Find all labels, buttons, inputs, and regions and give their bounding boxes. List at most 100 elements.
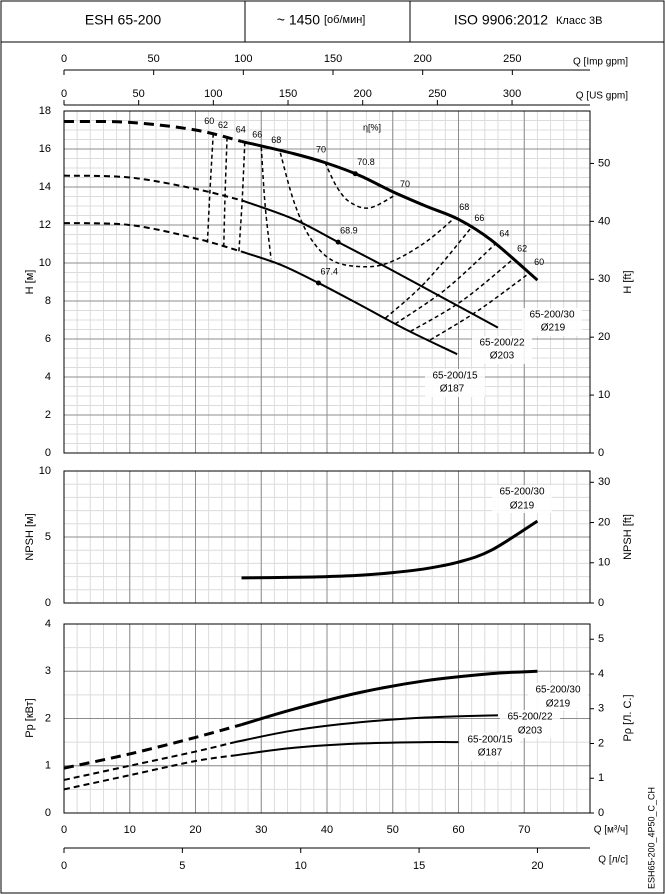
y2-tick-label: 50 <box>598 157 610 169</box>
point-label: 68.9 <box>340 225 358 235</box>
standard: ISO 9906:2012 <box>454 12 548 28</box>
curve <box>63 119 242 143</box>
x-tick-label: 200 <box>354 88 372 100</box>
curve-label: 65-200/15 <box>467 735 512 746</box>
efficiency-line <box>279 152 456 268</box>
efficiency-label: 62 <box>218 120 228 130</box>
curve <box>241 669 538 727</box>
curve <box>234 714 498 744</box>
plot-border <box>63 623 591 814</box>
efficiency-label: 70 <box>400 179 410 189</box>
curve-diameter: Ø187 <box>478 748 503 759</box>
y-axis-label: NPSH [м] <box>24 513 36 560</box>
y-tick-label: 6 <box>45 333 51 345</box>
x-tick-label: 10 <box>295 860 307 872</box>
y-axis-label: Pp [кВт] <box>24 698 36 737</box>
curve-diameter: Ø219 <box>541 323 566 334</box>
x-tick-label: 200 <box>413 53 431 65</box>
curve <box>63 754 236 791</box>
curve <box>241 139 539 282</box>
y-tick-label: 1 <box>45 760 51 772</box>
curve-label: 65-200/22 <box>479 338 524 349</box>
curve-label: 65-200/22 <box>507 712 552 723</box>
y2-tick-label: 2 <box>598 737 604 749</box>
y2-tick-label: 10 <box>598 389 610 401</box>
curve-label: 65-200/30 <box>529 310 574 321</box>
curve-label-bg <box>472 336 532 364</box>
efficiency-label: 68 <box>271 135 281 145</box>
curve-label: 65-200/30 <box>535 685 580 696</box>
y2-tick-label: 20 <box>598 516 610 528</box>
y-tick-label: 10 <box>39 465 51 477</box>
y-tick-label: 10 <box>39 257 51 269</box>
efficiency-line <box>223 137 228 246</box>
y2-axis-label: Pρ [Л. С.] <box>622 694 634 741</box>
x-tick-label: 250 <box>428 88 446 100</box>
y2-tick-label: 40 <box>598 215 610 227</box>
y2-tick-label: 3 <box>598 703 604 715</box>
curve-diameter: Ø203 <box>490 351 515 362</box>
y-tick-label: 2 <box>45 409 51 421</box>
x-tick-label: 30 <box>255 824 267 836</box>
efficiency-line <box>260 147 272 260</box>
efficiency-line <box>385 228 471 319</box>
y-tick-label: 4 <box>45 371 51 383</box>
efficiency-label: 62 <box>517 244 527 254</box>
speed-unit: [об/мин] <box>324 14 365 26</box>
curve <box>234 741 459 757</box>
x-tick-label: 50 <box>148 53 160 65</box>
x-tick-label: 15 <box>413 860 425 872</box>
y2-tick-label: 1 <box>598 772 604 784</box>
curve <box>63 723 242 770</box>
x-tick-label: 50 <box>133 88 145 100</box>
x-tick-label: 150 <box>279 88 297 100</box>
y-tick-label: 3 <box>45 665 51 677</box>
x-tick-label: 50 <box>387 824 399 836</box>
curve-diameter: Ø219 <box>510 501 535 512</box>
grade: Класс 3B <box>556 15 602 27</box>
x-tick-label: 100 <box>234 53 252 65</box>
y2-tick-label: 30 <box>598 476 610 488</box>
x-tick-label: 10 <box>124 824 136 836</box>
efficiency-line <box>324 161 397 209</box>
efficiency-line <box>410 258 514 333</box>
x-tick-label: 20 <box>531 860 543 872</box>
efficiency-label: 68 <box>459 202 469 212</box>
x-tick-label: 60 <box>452 824 464 836</box>
y2-tick-label: 30 <box>598 273 610 285</box>
y2-tick-label: 0 <box>598 597 604 609</box>
curve-label: 65-200/30 <box>499 487 544 498</box>
efficiency-label: 64 <box>499 228 509 238</box>
x-tick-label: 0 <box>61 88 67 100</box>
efficiency-line <box>206 133 215 245</box>
curve-diameter: Ø219 <box>546 699 571 710</box>
x-tick-label: 300 <box>503 88 521 100</box>
y-tick-label: 0 <box>45 597 51 609</box>
header-box <box>0 0 665 43</box>
y-tick-label: 12 <box>39 219 51 231</box>
y-tick-label: 2 <box>45 712 51 724</box>
y-tick-label: 0 <box>45 807 51 819</box>
x-axis-label: Q [м³/ч] <box>594 825 629 836</box>
point-label: 67.4 <box>320 266 338 276</box>
curve-diameter: Ø203 <box>518 726 543 737</box>
efficiency-title: η[%] <box>363 122 381 132</box>
x-tick-label: 40 <box>321 824 333 836</box>
plot-border <box>63 470 591 604</box>
curve-label-bg <box>522 308 582 336</box>
x-tick-label: 100 <box>204 88 222 100</box>
point-label: 70.8 <box>357 157 375 167</box>
x-tick-label: 250 <box>503 53 521 65</box>
efficiency-label: 60 <box>204 116 214 126</box>
y2-axis-label: NPSH [ft] <box>622 514 634 560</box>
speed: ~ 1450 <box>277 12 320 28</box>
efficiency-label: 66 <box>474 213 484 223</box>
point <box>315 280 321 286</box>
y-tick-label: 4 <box>45 618 51 630</box>
efficiency-line <box>429 271 531 341</box>
curve <box>241 199 499 329</box>
y-tick-label: 14 <box>39 181 51 193</box>
curve-label-bg <box>492 485 552 513</box>
efficiency-line <box>394 243 496 325</box>
efficiency-label: 70 <box>316 145 326 155</box>
